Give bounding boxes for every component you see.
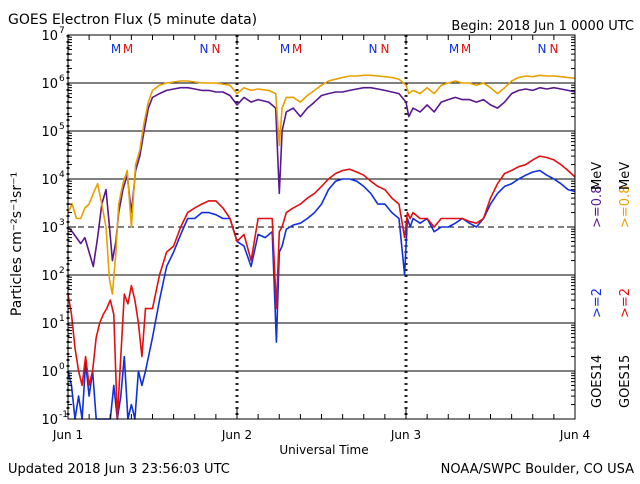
legend-unit: MeV (618, 162, 633, 190)
begin-time: Begin: 2018 Jun 1 0000 UTC (451, 19, 634, 34)
y-axis-label: Particles cm⁻²s⁻¹sr⁻¹ (9, 172, 25, 316)
y-tick-exponent: 6 (59, 74, 65, 84)
annotation-mark: M (461, 42, 471, 56)
y-tick-exponent: 4 (59, 170, 65, 180)
y-tick-exponent: -1 (59, 410, 68, 420)
y-tick-label: 10 (41, 365, 58, 380)
y-tick-label: 10 (41, 125, 58, 140)
y-tick-label: 10 (41, 29, 58, 44)
series-line (67, 169, 576, 420)
x-tick-label: Jun 4 (559, 428, 590, 442)
legend-unit: MeV (590, 162, 605, 190)
annotation-mark: N (212, 42, 221, 56)
credit: NOAA/SWPC Boulder, CO USA (441, 462, 634, 477)
y-tick-label: 10 (41, 173, 58, 188)
y-tick-exponent: 1 (59, 314, 65, 324)
annotation-mark: N (538, 42, 547, 56)
y-tick-label: 10 (41, 221, 58, 236)
y-tick-label: 10 (41, 413, 58, 428)
grid (68, 82, 575, 372)
annotation-mark: M (292, 42, 302, 56)
series-line (67, 86, 576, 268)
y-tick-exponent: 3 (59, 218, 65, 228)
x-tick-label: Jun 2 (221, 428, 252, 442)
annotation-mark: M (111, 42, 121, 56)
x-axis-ticks: Jun 1 Jun 2 Jun 3 Jun 4 (52, 35, 590, 442)
x-tick-label: Jun 1 (52, 428, 83, 442)
y-tick-exponent: 5 (59, 122, 65, 132)
chart-title: GOES Electron Flux (5 minute data) (8, 12, 257, 28)
updated-time: Updated 2018 Jun 3 23:56:03 UTC (8, 462, 230, 477)
legend-goes14: GOES14 (590, 355, 605, 408)
annotation-mark: M (449, 42, 459, 56)
annotation-mark: M (280, 42, 290, 56)
legend-goes15-08mev: >=0.8 (618, 186, 633, 228)
legend-goes15-2mev: >=2 (618, 288, 633, 318)
x-tick-label: Jun 3 (390, 428, 421, 442)
annotation-mark: N (550, 42, 559, 56)
y-tick-label: 10 (41, 269, 58, 284)
legend-goes14-2mev: >=2 (590, 288, 605, 318)
annotation-mark: N (369, 42, 378, 56)
annotation-mark: M (123, 42, 133, 56)
y-tick-exponent: 0 (59, 362, 65, 372)
annotation-mark: N (200, 42, 209, 56)
legend-goes14-08mev: >=0.8 (590, 186, 605, 228)
x-axis-label: Universal Time (279, 443, 368, 457)
annotation-mark: N (381, 42, 390, 56)
y-tick-label: 10 (41, 317, 58, 332)
series-line (67, 74, 576, 295)
series-line (67, 155, 576, 420)
legend-goes15: GOES15 (618, 355, 633, 408)
series-lines (67, 74, 576, 420)
y-tick-exponent: 7 (59, 26, 65, 36)
y-tick-exponent: 2 (59, 266, 65, 276)
y-tick-label: 10 (41, 77, 58, 92)
